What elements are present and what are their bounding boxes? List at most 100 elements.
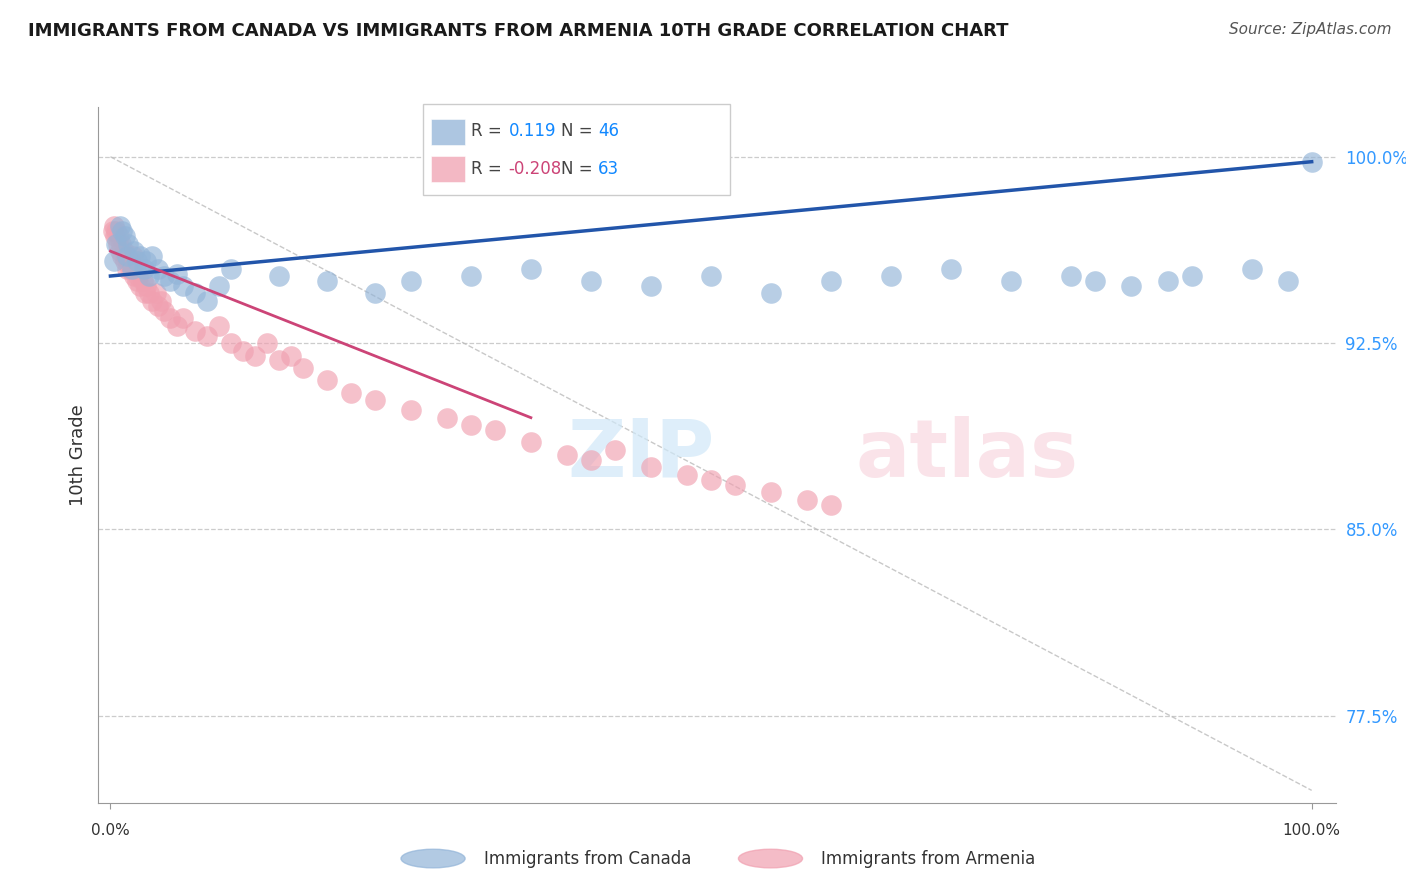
Point <box>555 448 578 462</box>
Point <box>159 274 181 288</box>
Text: Immigrants from Armenia: Immigrants from Armenia <box>821 849 1035 868</box>
Point <box>640 460 662 475</box>
Text: Source: ZipAtlas.com: Source: ZipAtlas.com <box>1229 22 1392 37</box>
Point <box>280 349 302 363</box>
Text: R =: R = <box>471 161 508 178</box>
Point <box>148 299 170 313</box>
Point <box>111 224 134 238</box>
Point <box>579 453 602 467</box>
Point <box>941 261 963 276</box>
Point <box>219 261 242 276</box>
Point <box>108 219 131 234</box>
Point <box>125 254 148 268</box>
Circle shape <box>738 849 803 868</box>
Point <box>183 324 205 338</box>
Point <box>1121 279 1143 293</box>
Text: Immigrants from Canada: Immigrants from Canada <box>484 849 690 868</box>
Point <box>364 286 387 301</box>
Text: atlas: atlas <box>855 416 1078 494</box>
Point <box>114 229 136 244</box>
Point <box>1277 274 1299 288</box>
Point <box>640 279 662 293</box>
Point <box>129 279 152 293</box>
Text: N =: N = <box>561 161 598 178</box>
Point <box>148 261 170 276</box>
Point <box>1156 274 1178 288</box>
Point <box>120 254 142 268</box>
Text: 46: 46 <box>598 122 619 140</box>
Text: 0.0%: 0.0% <box>91 822 129 838</box>
Point <box>315 274 337 288</box>
Point <box>579 274 602 288</box>
Point <box>122 249 145 263</box>
Point <box>103 254 125 268</box>
Point <box>820 274 842 288</box>
Point <box>267 353 290 368</box>
Point <box>117 249 139 263</box>
Point <box>364 393 387 408</box>
Point <box>121 261 143 276</box>
Point <box>132 261 155 276</box>
Point <box>219 336 242 351</box>
Point <box>460 268 482 283</box>
Point <box>111 249 134 263</box>
Point <box>820 498 842 512</box>
Point <box>1240 261 1263 276</box>
Point <box>117 261 139 276</box>
FancyBboxPatch shape <box>423 103 730 195</box>
FancyBboxPatch shape <box>432 119 465 145</box>
Point <box>132 274 155 288</box>
Point <box>520 261 543 276</box>
Point <box>700 268 723 283</box>
Point <box>166 267 188 281</box>
Point <box>183 286 205 301</box>
Y-axis label: 10th Grade: 10th Grade <box>69 404 87 506</box>
Point <box>207 279 229 293</box>
Point <box>484 423 506 437</box>
Point <box>121 261 143 276</box>
Point <box>232 343 254 358</box>
Text: 0.119: 0.119 <box>509 122 555 140</box>
Point <box>108 244 131 259</box>
Point <box>112 244 135 259</box>
Point <box>1060 268 1083 283</box>
Point <box>114 254 136 268</box>
Point <box>759 485 782 500</box>
Point <box>153 303 176 318</box>
Text: R =: R = <box>471 122 508 140</box>
Point <box>676 467 699 482</box>
Point <box>172 311 194 326</box>
Point <box>243 349 266 363</box>
Point <box>256 336 278 351</box>
Point <box>149 293 172 308</box>
Point <box>195 328 218 343</box>
Point <box>315 373 337 387</box>
Text: N =: N = <box>561 122 598 140</box>
Point <box>141 293 163 308</box>
Point <box>138 286 160 301</box>
Text: ZIP: ZIP <box>567 416 714 494</box>
Point <box>460 418 482 433</box>
Point <box>603 442 626 457</box>
Point <box>129 249 152 263</box>
Point <box>267 268 290 283</box>
Point <box>103 219 125 234</box>
Point <box>101 224 124 238</box>
Point <box>759 286 782 301</box>
Point <box>141 249 163 263</box>
Point <box>339 385 361 400</box>
Point <box>207 318 229 333</box>
Point <box>134 286 156 301</box>
Point <box>107 236 129 251</box>
Text: -0.208: -0.208 <box>509 161 561 178</box>
Point <box>135 279 157 293</box>
Point <box>1084 274 1107 288</box>
Point <box>399 274 422 288</box>
Point <box>135 254 157 268</box>
Point <box>138 268 160 283</box>
Point <box>110 236 132 251</box>
Point <box>124 268 146 283</box>
Point <box>124 244 146 259</box>
Point <box>124 261 146 276</box>
Point <box>291 361 314 376</box>
